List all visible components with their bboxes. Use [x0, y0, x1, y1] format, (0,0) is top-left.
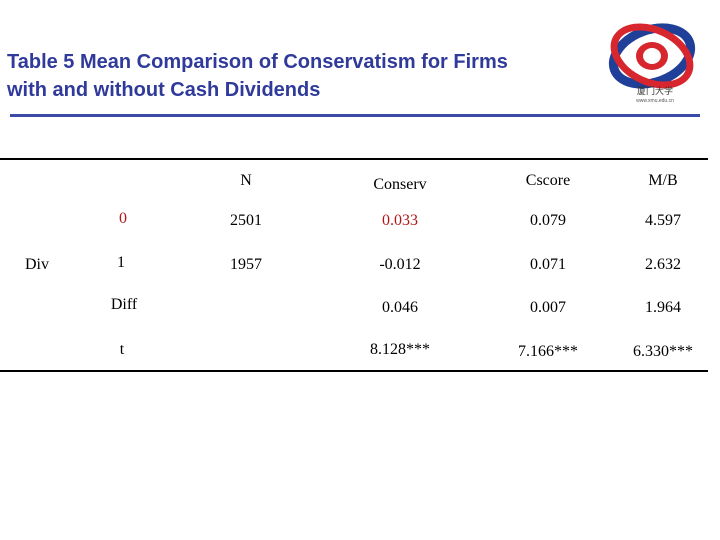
table-cell-mb: 2.632 [645, 256, 681, 273]
table-cell-conserv: -0.012 [379, 256, 421, 273]
table-top-rule [0, 158, 708, 160]
row-label-t: t [119, 341, 125, 358]
table-cell-cscore: 0.079 [530, 212, 566, 229]
title-underline [10, 114, 700, 117]
table-cell-cscore: 0.007 [530, 299, 566, 316]
title-line-1: Table 5 Mean Comparison of Conservatism … [7, 51, 508, 73]
slide-title: Table 5 Mean Comparison of Conservatism … [7, 48, 627, 104]
table-cell-cscore: 7.166*** [518, 343, 578, 360]
row-label-diff: Diff [110, 296, 138, 313]
column-header-mb: M/B [648, 172, 678, 189]
table-cell-conserv: 8.128*** [370, 341, 430, 358]
row-group-label-div: Div [25, 256, 49, 273]
column-header-n: N [240, 172, 252, 189]
table-cell-mb: 6.330*** [633, 343, 693, 360]
row-label-0: 0 [119, 210, 127, 227]
table-cell-mb: 1.964 [645, 299, 681, 316]
logo-url: www.xmu.edu.cn [636, 98, 674, 104]
column-header-conserv: Conserv [373, 176, 427, 193]
table-cell-mb: 4.597 [645, 212, 681, 229]
table-cell-n: 1957 [230, 256, 262, 273]
title-line-2: with and without Cash Dividends [7, 79, 321, 101]
column-header-cscore: Cscore [525, 172, 571, 189]
university-logo-icon [608, 23, 696, 89]
logo-caption: 厦门大学 [636, 86, 673, 96]
table-cell-conserv: 0.046 [382, 299, 418, 316]
table-cell-n: 2501 [230, 212, 262, 229]
row-label-1: 1 [117, 254, 125, 271]
table-bottom-rule [0, 370, 708, 372]
table-cell-cscore: 0.071 [530, 256, 566, 273]
table-cell-conserv: 0.033 [382, 212, 418, 229]
